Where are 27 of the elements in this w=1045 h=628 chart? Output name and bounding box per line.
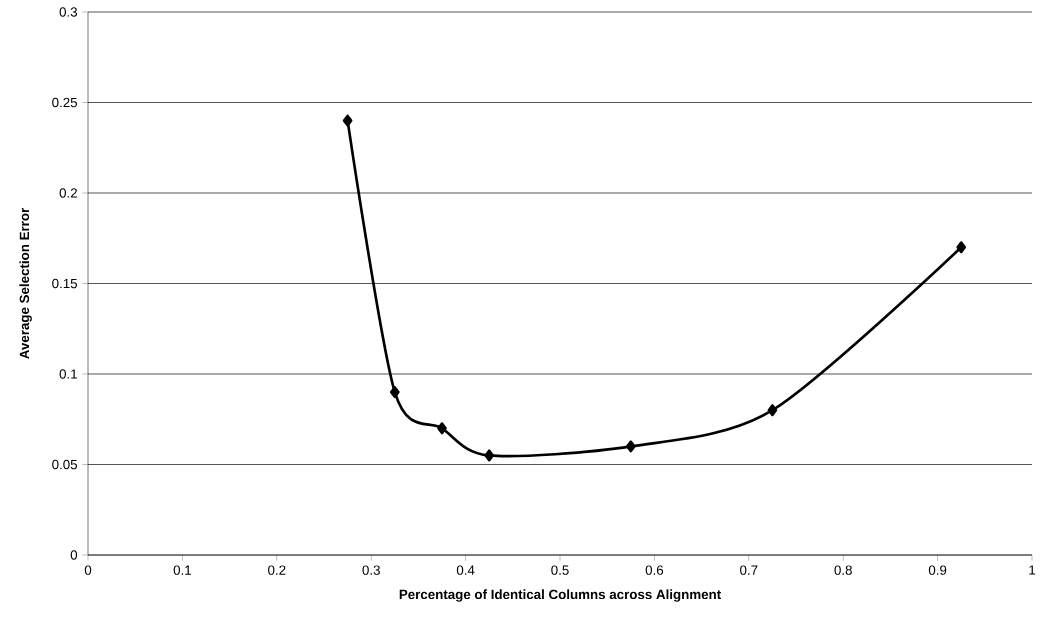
y-tick-label: 0.15: [52, 278, 78, 289]
x-axis-title: Percentage of Identical Columns across Alignment: [399, 589, 721, 602]
x-tick-label: 0.8: [834, 565, 852, 575]
x-tick-label: 0.3: [362, 565, 380, 575]
x-tick-label: 0.9: [928, 565, 947, 575]
point: [389, 386, 400, 399]
y-tick-label: 0.1: [59, 369, 77, 379]
x-tick-label: 0.5: [551, 565, 569, 575]
y-tick-label: 0.25: [52, 97, 78, 108]
x-tick-label: 0.6: [645, 565, 664, 575]
y-tick-label: 0.2: [59, 188, 77, 198]
point: [956, 241, 967, 254]
x-tick-label: 0.4: [456, 565, 475, 575]
x-tick-label: 0.7: [740, 565, 758, 575]
y-tick-label: 0.3: [59, 7, 78, 17]
x-tick-label: 1: [1029, 565, 1036, 575]
y-tick-label: 0.05: [52, 459, 78, 470]
point: [484, 449, 495, 462]
x-tick-label: 0.1: [173, 565, 192, 575]
point: [625, 440, 636, 453]
point: [437, 422, 447, 435]
x-tick-label: 0: [84, 565, 92, 575]
y-axis-title: Average Selection Error: [19, 208, 32, 359]
x-tick-label: 0.2: [268, 565, 286, 575]
y-tick-label: 0: [70, 550, 78, 560]
point: [767, 404, 778, 417]
point: [342, 114, 353, 127]
